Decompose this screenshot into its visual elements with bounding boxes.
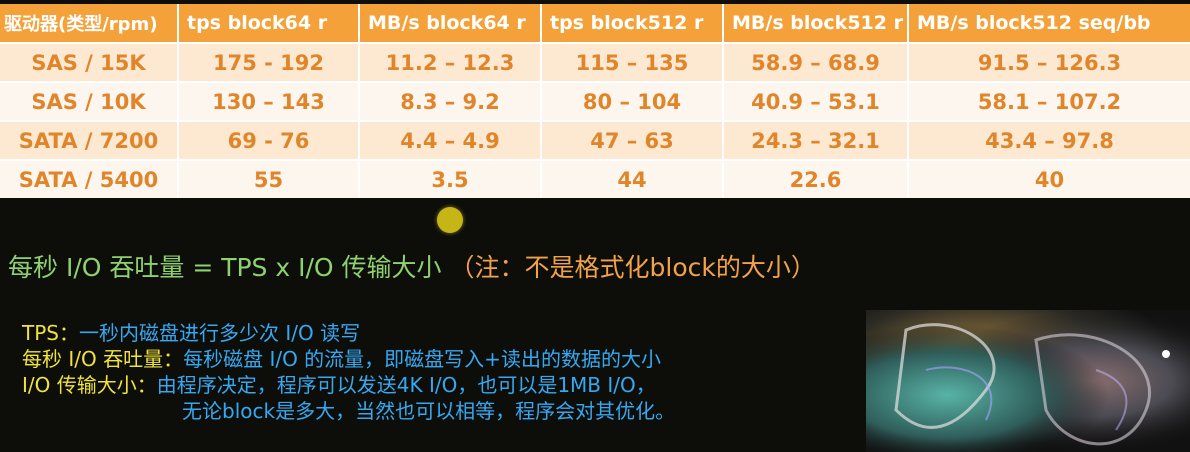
definitions-list: TPS：一秒内磁盘进行多少次 I/O 读写 每秒 I/O 吞吐量：每秒磁盘 I/…: [22, 320, 675, 424]
definition-desc: 一秒内磁盘进行多少次 I/O 读写: [78, 321, 361, 345]
table-cell: SATA / 5400: [0, 159, 179, 198]
pointer-highlight-icon: [437, 207, 463, 233]
table-cell: 24.3 – 32.1: [723, 120, 909, 160]
drive-performance-table: 驱动器(类型/rpm) tps block64 r MB/s block64 r…: [0, 4, 1190, 198]
header-mbs-block512: MB/s block512 r: [723, 4, 909, 43]
table-cell: 44: [541, 159, 724, 198]
table-cell: 11.2 – 12.3: [359, 42, 542, 82]
definition-continuation: 无论block是多大，当然也可以相等，程序会对其优化。: [22, 398, 675, 424]
table-cell: 22.6: [723, 159, 909, 198]
table-cell: 115 – 135: [541, 42, 724, 82]
definition-item: I/O 传输大小：由程序决定，程序可以发送4K I/O，也可以是1MB I/O，: [22, 372, 675, 398]
table-cell: SATA / 7200: [0, 120, 179, 160]
table-cell: 91.5 – 126.3: [908, 42, 1190, 82]
table-cell: 55: [178, 159, 360, 198]
table-cell: 3.5: [359, 159, 542, 198]
table-row: SATA / 5400 55 3.5 44 22.6 40: [0, 159, 1190, 198]
header-mbs-block64: MB/s block64 r: [359, 4, 542, 43]
header-tps-block512: tps block512 r: [541, 4, 724, 43]
definition-desc: 由程序决定，程序可以发送4K I/O，也可以是1MB I/O，: [156, 373, 656, 397]
definition-term: TPS：: [22, 321, 79, 345]
formula-text: 每秒 I/O 吞吐量 = TPS x I/O 传输大小: [8, 253, 442, 282]
table-cell: 40: [908, 159, 1190, 198]
table-cell: 40.9 – 53.1: [723, 81, 909, 121]
throughput-formula: 每秒 I/O 吞吐量 = TPS x I/O 传输大小 （注：不是格式化bloc…: [8, 248, 816, 284]
table-row: SATA / 7200 69 - 76 4.4 – 4.9 47 – 63 24…: [0, 120, 1190, 160]
table-cell: 58.9 – 68.9: [723, 42, 909, 82]
definition-term: 每秒 I/O 吞吐量：: [22, 347, 184, 371]
table-cell: 47 – 63: [541, 120, 724, 160]
table-header-row: 驱动器(类型/rpm) tps block64 r MB/s block64 r…: [0, 4, 1190, 43]
table-cell: SAS / 15K: [0, 42, 179, 82]
formula-note: （注：不是格式化block的大小）: [449, 253, 816, 282]
definition-desc: 每秒磁盘 I/O 的流量，即磁盘写入+读出的数据的大小: [183, 347, 661, 371]
definition-desc: 无论block是多大，当然也可以相等，程序会对其优化。: [182, 399, 676, 423]
table-cell: 8.3 – 9.2: [359, 81, 542, 121]
table-cell: 43.4 – 97.8: [908, 120, 1190, 160]
header-tps-block64: tps block64 r: [178, 4, 360, 43]
definition-term: I/O 传输大小：: [22, 373, 157, 397]
table-cell: 4.4 – 4.9: [359, 120, 542, 160]
table-cell: 58.1 – 107.2: [908, 81, 1190, 121]
table-cell: 80 – 104: [541, 81, 724, 121]
header-mbs-block512-seq: MB/s block512 seq/bb: [908, 4, 1190, 43]
table-cell: SAS / 10K: [0, 81, 179, 121]
definition-item: 每秒 I/O 吞吐量：每秒磁盘 I/O 的流量，即磁盘写入+读出的数据的大小: [22, 346, 675, 372]
table-cell: 69 - 76: [178, 120, 360, 160]
table-row: SAS / 15K 175 - 192 11.2 – 12.3 115 – 13…: [0, 42, 1190, 82]
table-cell: 130 – 143: [178, 81, 360, 121]
table-row: SAS / 10K 130 – 143 8.3 – 9.2 80 – 104 4…: [0, 81, 1190, 121]
speaker-video-thumbnail: [866, 310, 1190, 452]
table-cell: 175 - 192: [178, 42, 360, 82]
definition-item: TPS：一秒内磁盘进行多少次 I/O 读写: [22, 320, 675, 346]
header-drive-type: 驱动器(类型/rpm): [0, 4, 179, 43]
